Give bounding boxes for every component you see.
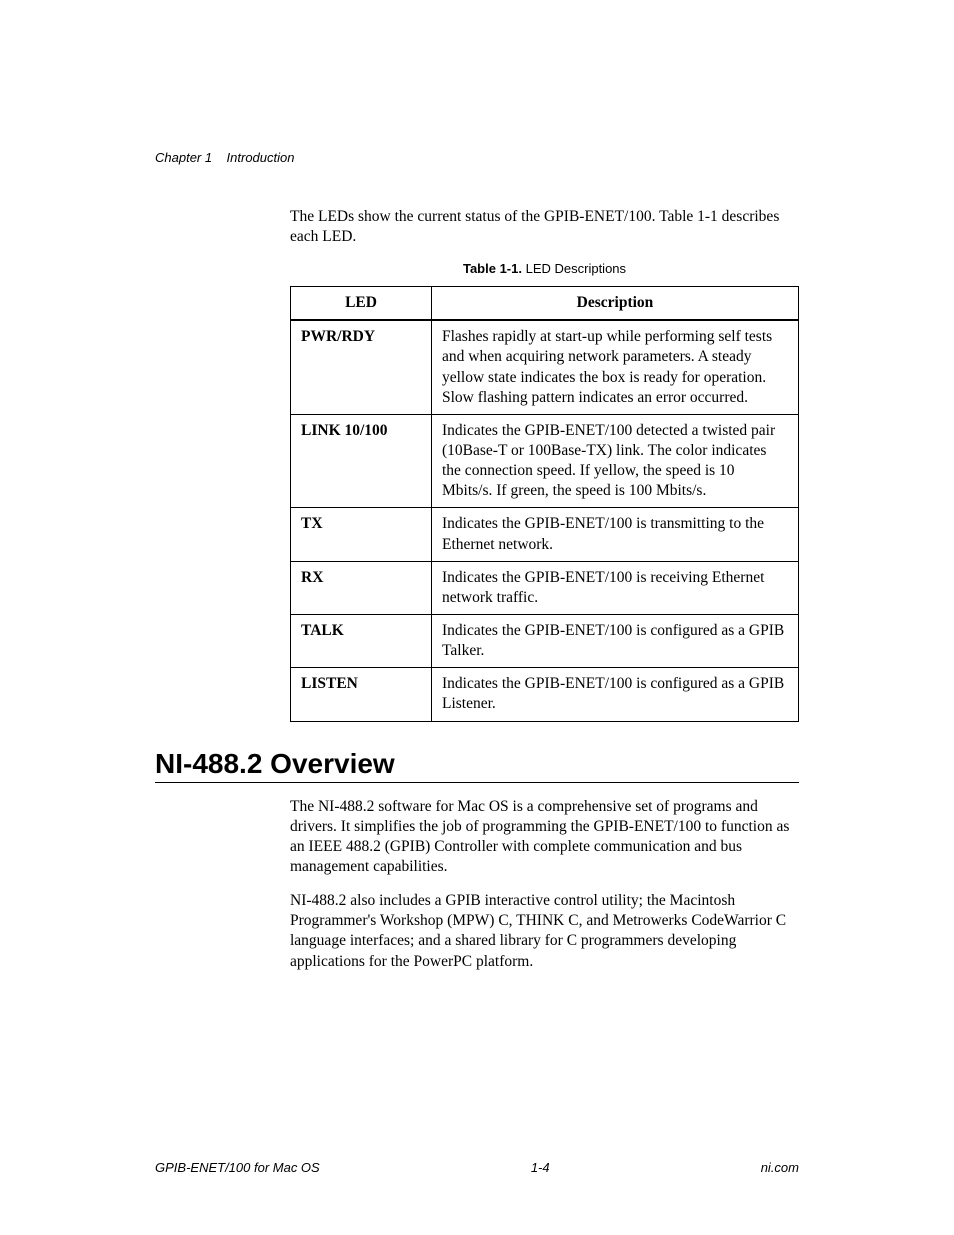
led-desc: Indicates the GPIB-ENET/100 is receiving… — [432, 561, 799, 614]
table-row: LISTEN Indicates the GPIB-ENET/100 is co… — [291, 668, 799, 721]
footer-center: 1-4 — [531, 1160, 550, 1175]
led-desc: Indicates the GPIB-ENET/100 is configure… — [432, 615, 799, 668]
col-description: Description — [432, 287, 799, 321]
led-desc: Indicates the GPIB-ENET/100 is transmitt… — [432, 508, 799, 561]
led-name: LISTEN — [291, 668, 432, 721]
led-name: LINK 10/100 — [291, 414, 432, 508]
intro-paragraph: The LEDs show the current status of the … — [290, 207, 799, 247]
table-caption: Table 1-1. LED Descriptions — [290, 261, 799, 278]
col-led: LED — [291, 287, 432, 321]
led-name: TX — [291, 508, 432, 561]
overview-para1: The NI-488.2 software for Mac OS is a co… — [290, 797, 799, 878]
overview-block: The NI-488.2 software for Mac OS is a co… — [290, 797, 799, 972]
table-row: LINK 10/100 Indicates the GPIB-ENET/100 … — [291, 414, 799, 508]
table-caption-bold: Table 1-1. — [463, 261, 522, 276]
page: Chapter 1 Introduction The LEDs show the… — [0, 0, 954, 1235]
led-desc: Indicates the GPIB-ENET/100 is configure… — [432, 668, 799, 721]
led-name: PWR/RDY — [291, 320, 432, 414]
footer-left: GPIB-ENET/100 for Mac OS — [155, 1160, 320, 1175]
overview-para2: NI-488.2 also includes a GPIB interactiv… — [290, 891, 799, 972]
body-text-block: The LEDs show the current status of the … — [290, 207, 799, 722]
table-row: RX Indicates the GPIB-ENET/100 is receiv… — [291, 561, 799, 614]
led-name: TALK — [291, 615, 432, 668]
led-desc: Flashes rapidly at start-up while perfor… — [432, 320, 799, 414]
led-name: RX — [291, 561, 432, 614]
chapter-label: Chapter 1 — [155, 150, 212, 165]
led-table: LED Description PWR/RDY Flashes rapidly … — [290, 286, 799, 721]
table-row: PWR/RDY Flashes rapidly at start-up whil… — [291, 320, 799, 414]
section-heading: NI-488.2 Overview — [155, 748, 799, 780]
table-caption-rest: LED Descriptions — [522, 261, 626, 276]
led-desc: Indicates the GPIB-ENET/100 detected a t… — [432, 414, 799, 508]
page-footer: GPIB-ENET/100 for Mac OS 1-4 ni.com — [155, 1160, 799, 1175]
chapter-title: Introduction — [227, 150, 295, 165]
footer-right: ni.com — [761, 1160, 799, 1175]
chapter-header: Chapter 1 Introduction — [155, 150, 799, 165]
table-row: TALK Indicates the GPIB-ENET/100 is conf… — [291, 615, 799, 668]
section-rule — [155, 782, 799, 783]
table-row: TX Indicates the GPIB-ENET/100 is transm… — [291, 508, 799, 561]
